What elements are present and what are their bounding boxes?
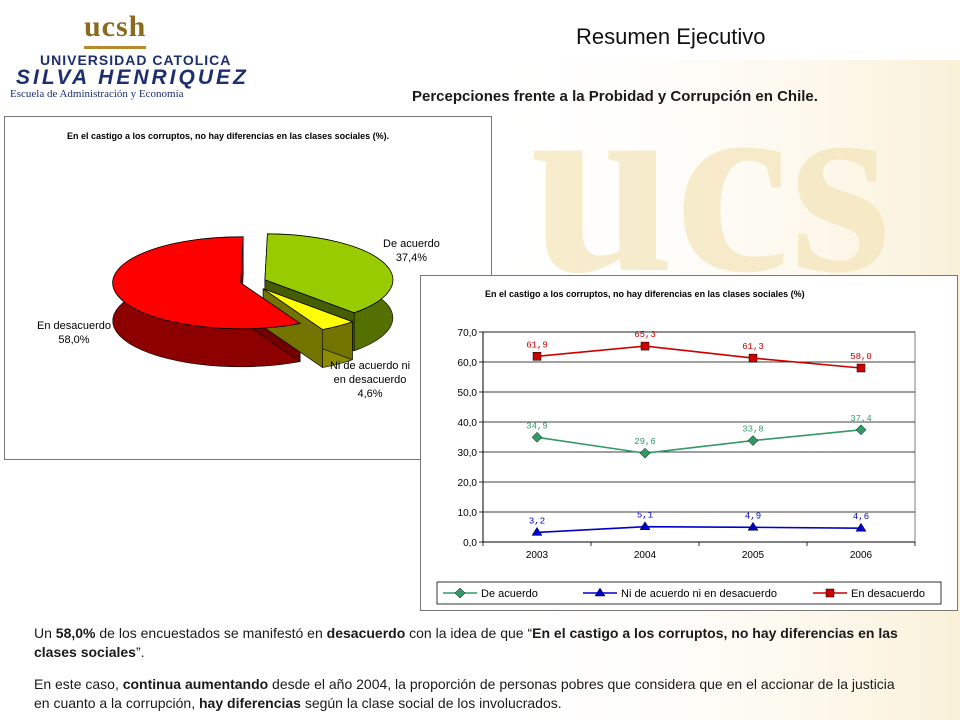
data-point-1-2: [747, 521, 759, 531]
p1-run-1: 58,0%: [55, 625, 96, 641]
line-chart-panel: En el castigo a los corruptos, no hay di…: [420, 275, 958, 611]
legend-marker-1: [594, 587, 606, 597]
data-point-2-1: [640, 341, 650, 351]
p1-run-6: ”.: [135, 644, 145, 660]
legend-label-0: De acuerdo: [481, 588, 538, 600]
data-label-0-0: 34,9: [526, 421, 548, 431]
pie-label-de-acuerdo: De acuerdo 37,4%: [383, 238, 440, 264]
p2-run-0: En este caso,: [34, 676, 123, 692]
plot-area: [482, 331, 916, 543]
data-point-0-3: [855, 424, 867, 436]
data-label-1-1: 5,1: [637, 511, 653, 521]
p1-run-4: con la idea de que “: [405, 625, 533, 641]
y-tick-label: 10,0: [458, 508, 478, 519]
data-point-1-1: [639, 521, 651, 530]
data-label-2-2: 61,3: [742, 342, 764, 352]
x-tick-label: 2005: [742, 550, 765, 561]
data-label-0-1: 29,6: [634, 437, 656, 447]
data-label-2-0: 61,9: [526, 340, 548, 350]
data-point-0-1: [639, 447, 651, 459]
logo-universidad: UNIVERSIDAD CATOLICA: [40, 52, 232, 68]
logo-escuela: Escuela de Administración y Economía: [10, 88, 184, 100]
y-tick-label: 70,0: [458, 328, 478, 339]
data-point-1-0: [531, 526, 543, 536]
y-tick-label: 20,0: [458, 478, 478, 489]
p2-run-2: desde el año 2004, la proporción de pers…: [34, 676, 895, 711]
series-line-0: [536, 429, 862, 455]
pie-label-en-desacuerdo: En desacuerdo 58,0%: [37, 320, 111, 346]
data-point-1-3: [855, 522, 867, 532]
x-tick-label: 2003: [526, 550, 549, 561]
pie-slice-1: [262, 288, 354, 330]
logo-silva-henriquez: SILVA HENRIQUEZ: [16, 66, 249, 89]
pie-slice-0: [264, 233, 394, 314]
p2-run-3: hay diferencias: [199, 695, 301, 711]
pie-slice-2: [112, 236, 302, 330]
y-tick-label: 40,0: [458, 418, 478, 429]
data-point-2-0: [532, 352, 542, 361]
p1-run-0: Un: [34, 625, 56, 641]
page-subtitle: Percepciones frente a la Probidad y Corr…: [412, 88, 818, 105]
pie-chart-title: En el castigo a los corruptos, no hay di…: [67, 131, 390, 141]
data-label-1-0: 3,2: [529, 516, 545, 526]
line-chart-title: En el castigo a los corruptos, no hay di…: [485, 289, 805, 299]
y-tick-label: 0,0: [463, 538, 477, 549]
x-tick-label: 2006: [850, 550, 873, 561]
legend-label-1: Ni de acuerdo ni en desacuerdo: [621, 588, 777, 600]
data-point-2-3: [856, 363, 866, 373]
series-line-2: [536, 345, 862, 369]
y-tick-label: 60,0: [458, 358, 478, 369]
data-label-2-1: 65,3: [634, 330, 656, 340]
legend: [436, 581, 942, 605]
data-label-2-3: 58,0: [850, 352, 872, 362]
legend-marker-0: [454, 587, 466, 599]
pie-label-ni-de-acuerdo: Ni de acuerdo ni en desacuerdo 4,6%: [329, 360, 411, 400]
logo-divider: [84, 46, 146, 49]
series-line-1: [536, 525, 862, 534]
data-point-0-0: [531, 431, 543, 443]
data-label-0-2: 33,8: [742, 425, 764, 435]
data-label-1-2: 4,9: [745, 511, 761, 521]
p2-run-1: continua aumentando: [122, 676, 269, 692]
data-point-0-2: [747, 435, 759, 446]
logo-ucsh: ucsh: [84, 10, 147, 43]
summary-paragraph-1: Un 58,0% de los encuestados se manifestó…: [34, 624, 914, 662]
p1-run-3: desacuerdo: [326, 625, 406, 641]
p1-run-5: En el castigo a los corruptos, no hay di…: [34, 625, 898, 660]
pie-chart-panel: En el castigo a los corruptos, no hay di…: [4, 116, 492, 460]
y-tick-label: 50,0: [458, 388, 478, 399]
summary-paragraph-2: En este caso, continua aumentando desde …: [34, 675, 914, 713]
page-title: Resumen Ejecutivo: [576, 24, 766, 49]
p1-run-2: de los encuestados se manifestó en: [95, 625, 327, 641]
pie-chart: [112, 233, 394, 369]
p2-run-4: según la clase social de los involucrado…: [300, 695, 562, 711]
legend-label-2: En desacuerdo: [851, 588, 925, 600]
data-point-2-2: [748, 353, 758, 363]
legend-marker-2: [825, 588, 835, 598]
data-label-1-3: 4,6: [853, 512, 869, 522]
data-label-0-3: 37,4: [850, 414, 872, 424]
x-tick-label: 2004: [634, 550, 657, 561]
y-tick-label: 30,0: [458, 448, 478, 459]
line-chart: 0,0 10,0 20,0 30,0 40,0 50,0 60,0 70,0 2003 2004 2…: [436, 328, 942, 605]
